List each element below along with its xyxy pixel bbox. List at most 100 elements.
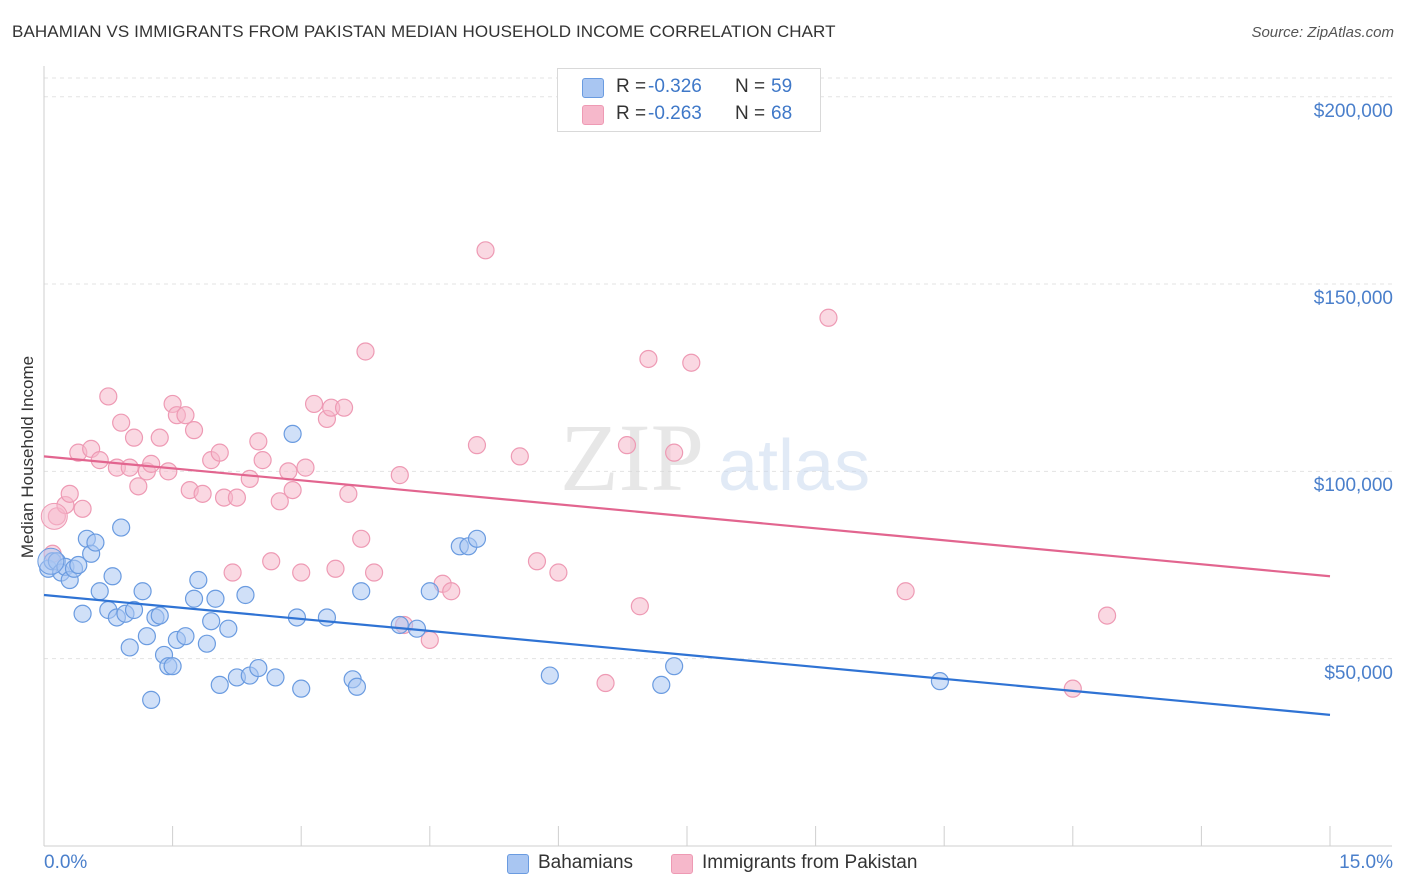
data-point — [356, 342, 375, 361]
data-point — [540, 666, 559, 685]
data-point — [279, 462, 298, 481]
data-point — [334, 398, 354, 417]
data-point — [639, 349, 658, 369]
watermark-atlas: atlas — [718, 426, 870, 506]
y-tick-label: $200,000 — [1313, 100, 1393, 122]
data-point — [283, 424, 302, 444]
data-point — [596, 673, 615, 693]
data-point — [129, 477, 148, 496]
data-point — [150, 428, 169, 447]
chart-title: BAHAMIAN VS IMMIGRANTS FROM PAKISTAN MED… — [12, 22, 836, 41]
data-point — [296, 458, 315, 477]
data-point — [1097, 606, 1117, 625]
data-point — [262, 552, 281, 571]
data-point — [60, 484, 79, 503]
data-point — [665, 657, 684, 676]
data-point — [665, 443, 684, 462]
data-point — [630, 597, 649, 616]
data-point — [283, 480, 302, 500]
data-point — [150, 606, 169, 625]
data-point — [549, 563, 568, 582]
data-point — [304, 394, 324, 414]
data-point — [442, 582, 461, 601]
data-point — [682, 353, 701, 372]
data-point — [120, 638, 139, 657]
data-point — [133, 582, 152, 601]
watermark: ZIP atlas — [560, 404, 870, 511]
data-point — [292, 563, 311, 582]
y-tick-label: $100,000 — [1313, 475, 1393, 497]
r-label: R = — [616, 76, 647, 97]
n-value: 68 — [771, 103, 793, 124]
data-point — [266, 668, 285, 687]
data-point — [819, 308, 838, 327]
data-point — [142, 454, 161, 473]
data-point — [124, 600, 144, 620]
data-point — [137, 627, 156, 646]
data-point — [40, 502, 68, 530]
data-point — [202, 612, 221, 631]
data-point — [184, 421, 204, 440]
r-value: -0.263 — [648, 103, 702, 124]
data-point — [476, 241, 495, 260]
data-point — [184, 589, 204, 608]
data-point — [223, 563, 242, 582]
y-tick-label: $50,000 — [1324, 662, 1393, 684]
n-value: 59 — [771, 76, 793, 97]
data-point — [193, 484, 212, 503]
data-point — [103, 567, 122, 586]
data-point — [236, 585, 255, 605]
data-point — [163, 657, 182, 676]
data-point — [527, 552, 547, 571]
data-point — [219, 619, 238, 638]
pakistan-swatch — [582, 105, 604, 125]
data-point — [86, 533, 105, 552]
x-tick-label-min: 0.0% — [44, 852, 88, 873]
watermark-zip: ZIP — [560, 404, 704, 511]
legend-swatch-bahamians — [507, 854, 529, 874]
y-tick-label: $150,000 — [1313, 288, 1393, 310]
data-point — [112, 518, 131, 537]
r-label: R = — [616, 103, 647, 124]
data-point — [292, 679, 311, 698]
data-point — [249, 658, 268, 678]
data-point — [73, 499, 92, 518]
data-point — [390, 615, 409, 635]
data-point — [253, 451, 272, 470]
data-point — [210, 675, 229, 695]
trend-line-pakistan — [43, 455, 1331, 578]
data-point — [352, 582, 371, 601]
trend-lines — [43, 455, 1331, 716]
n-label: N = — [735, 76, 766, 97]
source-credit: Source: ZipAtlas.com — [1251, 24, 1394, 41]
data-point — [37, 547, 65, 575]
r-value: -0.326 — [648, 76, 702, 97]
data-point — [317, 608, 337, 627]
data-point — [510, 447, 529, 466]
data-point — [90, 582, 109, 601]
data-point — [176, 627, 195, 646]
data-point — [197, 634, 216, 653]
data-point — [467, 436, 487, 455]
data-point — [326, 559, 345, 578]
correlation-stats-box: R = -0.326 N = 59 R = -0.263 N = 68 — [557, 68, 821, 132]
axes — [43, 66, 1392, 847]
data-point — [159, 462, 178, 481]
n-label: N = — [735, 103, 766, 124]
data-point — [112, 413, 131, 432]
data-point — [124, 428, 144, 447]
legend-label: Immigrants from Pakistan — [702, 852, 918, 873]
series-bahamians — [37, 424, 950, 709]
data-point — [930, 672, 950, 691]
data-point — [390, 466, 409, 485]
data-point — [206, 589, 225, 608]
data-point — [652, 675, 671, 695]
data-point — [896, 582, 915, 601]
data-point — [210, 443, 229, 462]
gridlines — [44, 77, 1392, 660]
data-point — [249, 432, 268, 451]
data-point — [1063, 679, 1082, 698]
data-point — [120, 458, 139, 477]
data-point — [270, 492, 289, 511]
